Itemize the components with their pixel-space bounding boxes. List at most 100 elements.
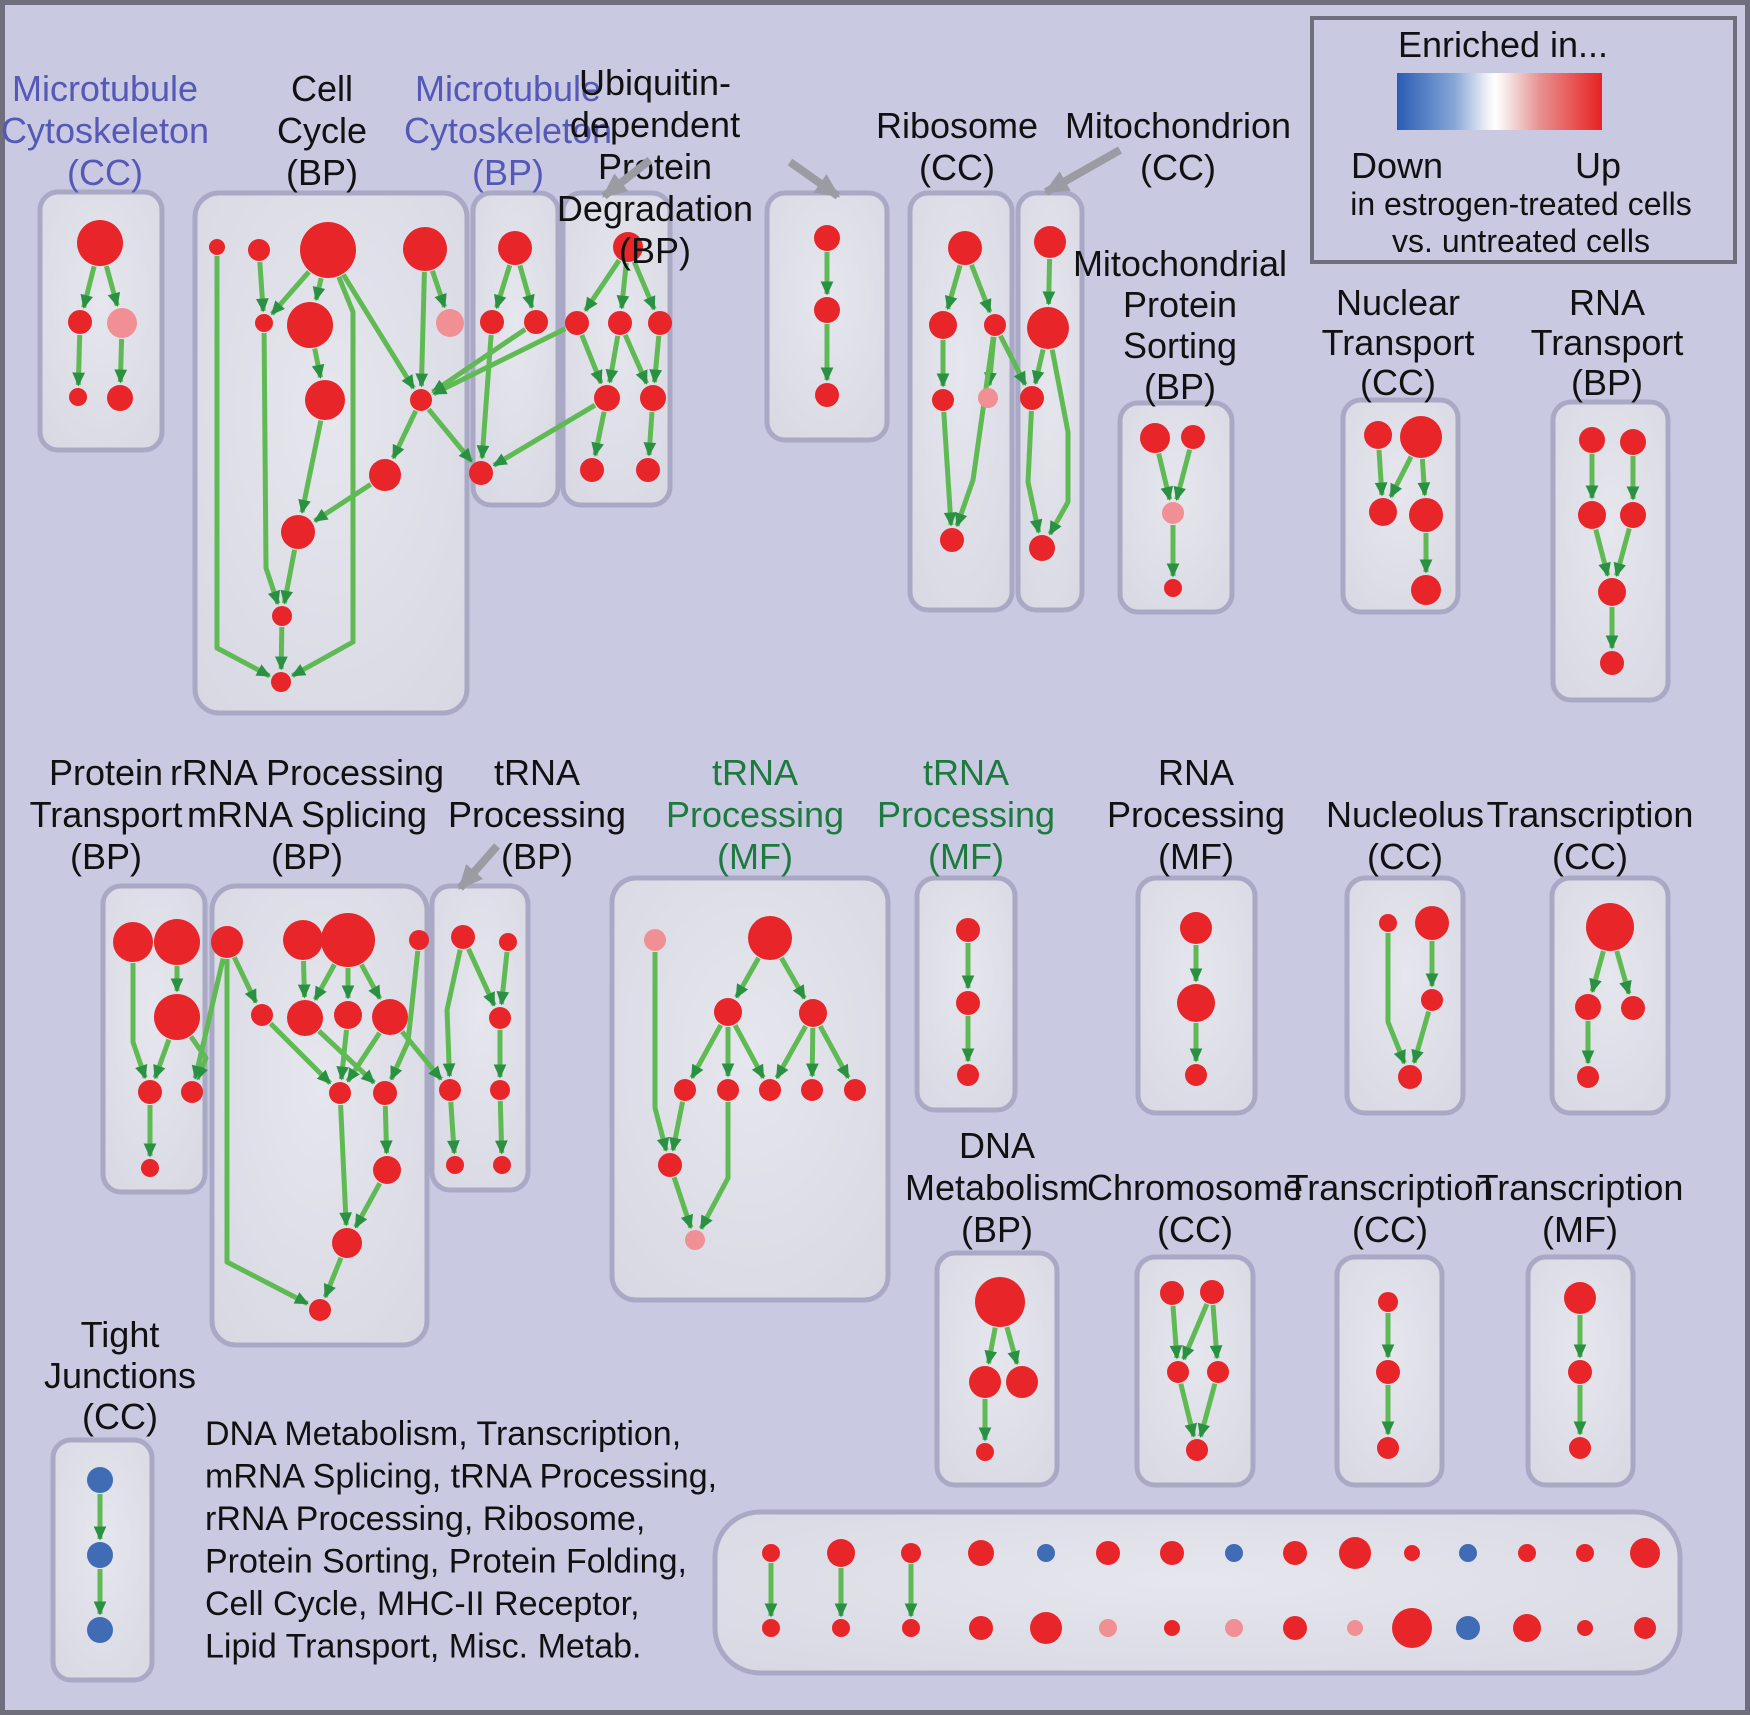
go-term-node-up	[968, 1540, 994, 1566]
cross-edge	[998, 334, 1028, 386]
edge-trna-mf-a	[805, 1027, 819, 1078]
go-term-node-up	[309, 1299, 331, 1321]
edge-chromosome-cc	[1209, 1304, 1223, 1360]
go-term-node-up	[489, 1007, 511, 1029]
edge-trna-mf-a	[779, 956, 807, 1000]
edge-rrna-mrna-bp	[322, 1256, 344, 1299]
edge-protein-transport-bp	[152, 1038, 172, 1080]
cluster-label: (CC)	[1140, 147, 1216, 188]
cluster-label: Processing	[448, 794, 626, 835]
go-term-node-up	[1415, 906, 1449, 940]
edge-transcription-cc-a	[1614, 950, 1632, 995]
go-term-node-up	[287, 1000, 323, 1036]
edge-rrna-mrna-bp	[353, 1181, 382, 1229]
go-term-node-up	[969, 1366, 1001, 1398]
go-term-node-down	[87, 1542, 113, 1568]
cluster-label: (BP)	[271, 836, 343, 877]
edge-trna-mf-a	[734, 956, 761, 999]
go-term-node-up	[1376, 1360, 1400, 1384]
go-term-node-up	[613, 232, 643, 262]
go-term-node-up	[636, 458, 660, 482]
edge-trna-bp	[447, 1101, 460, 1155]
edge-rrna-mrna-bp	[312, 963, 337, 1001]
cluster-label: Cell	[291, 68, 353, 109]
go-term-node-up	[975, 1277, 1025, 1327]
go-term-node-up	[956, 918, 980, 942]
go-term-node-up	[1029, 535, 1055, 561]
cluster-label: Cycle	[277, 110, 367, 151]
go-term-node-up	[211, 926, 243, 958]
cross-edge	[400, 1030, 444, 1081]
edge-ribosome-cc	[969, 263, 993, 314]
go-term-node-up	[1598, 578, 1626, 606]
go-term-node-up	[1006, 1366, 1038, 1398]
go-term-node-up	[1578, 501, 1606, 529]
cluster-label: Protein	[598, 146, 712, 187]
go-term-node-up	[565, 311, 589, 335]
go-term-node-up	[1379, 914, 1397, 932]
cluster-label: RNA	[1158, 752, 1234, 793]
cluster-label: Nuclear	[1336, 282, 1460, 323]
go-term-node-up	[1186, 1439, 1208, 1461]
go-term-node-up	[499, 933, 517, 951]
go-term-node-up	[658, 1153, 682, 1177]
edge-chromosome-cc	[1181, 1303, 1210, 1361]
go-term-node-up	[373, 1081, 397, 1105]
cluster-label: (BP)	[1144, 366, 1216, 407]
edge-trna-mf-a	[652, 952, 670, 1152]
combined-categories-line: Cell Cycle, MHC-II Receptor,	[205, 1585, 640, 1623]
go-term-node-slight-up	[107, 308, 137, 338]
go-term-node-down	[87, 1617, 113, 1643]
edge-trna-bp	[442, 949, 463, 1078]
cluster-label: (CC)	[67, 152, 143, 193]
label-pointer-arrow	[1043, 146, 1122, 196]
cluster-label: tRNA	[494, 752, 580, 793]
edge-trna-mf-a	[669, 1101, 686, 1152]
go-term-node-slight-up	[1225, 1619, 1243, 1637]
edge-rrna-mrna-bp	[224, 959, 309, 1306]
go-term-node-up	[283, 920, 323, 960]
go-term-node-up	[948, 231, 982, 265]
edge-cell-cycle-bp	[255, 261, 269, 313]
go-term-node-up	[410, 389, 432, 411]
go-term-node-up	[580, 458, 604, 482]
cluster-labels: MicrotubuleCytoskeleton(CC)CellCycle(BP)…	[1, 62, 1693, 1437]
edge-microtubule-cc	[72, 334, 86, 387]
go-term-node-up	[648, 311, 672, 335]
go-term-node-up	[1620, 502, 1646, 528]
combined-categories-line: mRNA Splicing, tRNA Processing,	[205, 1458, 717, 1496]
go-term-node-up	[940, 528, 964, 552]
edge-cell-cycle-bp	[261, 332, 281, 606]
edge-cell-cycle-bp	[430, 269, 447, 309]
go-term-node-up	[901, 1543, 921, 1563]
cluster-label: Protein	[1123, 284, 1237, 325]
edge-mitochondrion-cc	[1025, 410, 1043, 534]
edge-ubiquitin-bp-a	[643, 411, 657, 457]
legend-down-label: Down	[1351, 145, 1443, 186]
edge-microtubule-cc	[80, 265, 97, 309]
go-term-node-up	[334, 1001, 362, 1029]
edge-ubiquitin-bp-a	[631, 260, 657, 311]
cluster-label: (CC)	[1367, 836, 1443, 877]
edge-dna-metabolism-bp	[984, 1327, 998, 1365]
edge-mito-protein-sorting-bp	[1156, 453, 1173, 501]
cluster-label: dependent	[570, 104, 740, 145]
go-term-node-up	[902, 1619, 920, 1637]
go-term-node-up	[1369, 498, 1397, 526]
edge-rrna-mrna-bp	[345, 1031, 382, 1083]
legend-title: Enriched in...	[1398, 24, 1608, 65]
edge-trna-mf-a	[689, 1023, 723, 1079]
cluster-label: Sorting	[1123, 325, 1237, 366]
edge-cell-cycle-bp	[270, 270, 311, 316]
go-term-node-up	[1404, 1545, 1420, 1561]
cluster-label: (CC)	[1360, 362, 1436, 403]
cluster-label: Microtubule	[12, 68, 198, 109]
edge-microtubule-cc	[114, 338, 128, 384]
edge-chromosome-cc	[1197, 1382, 1218, 1438]
cluster-label: (BP)	[619, 230, 691, 271]
cluster-label: (MF)	[928, 836, 1004, 877]
go-term-node-up	[594, 385, 620, 411]
edge-trna-bp	[466, 947, 497, 1007]
edge-chromosome-cc	[1178, 1383, 1197, 1438]
